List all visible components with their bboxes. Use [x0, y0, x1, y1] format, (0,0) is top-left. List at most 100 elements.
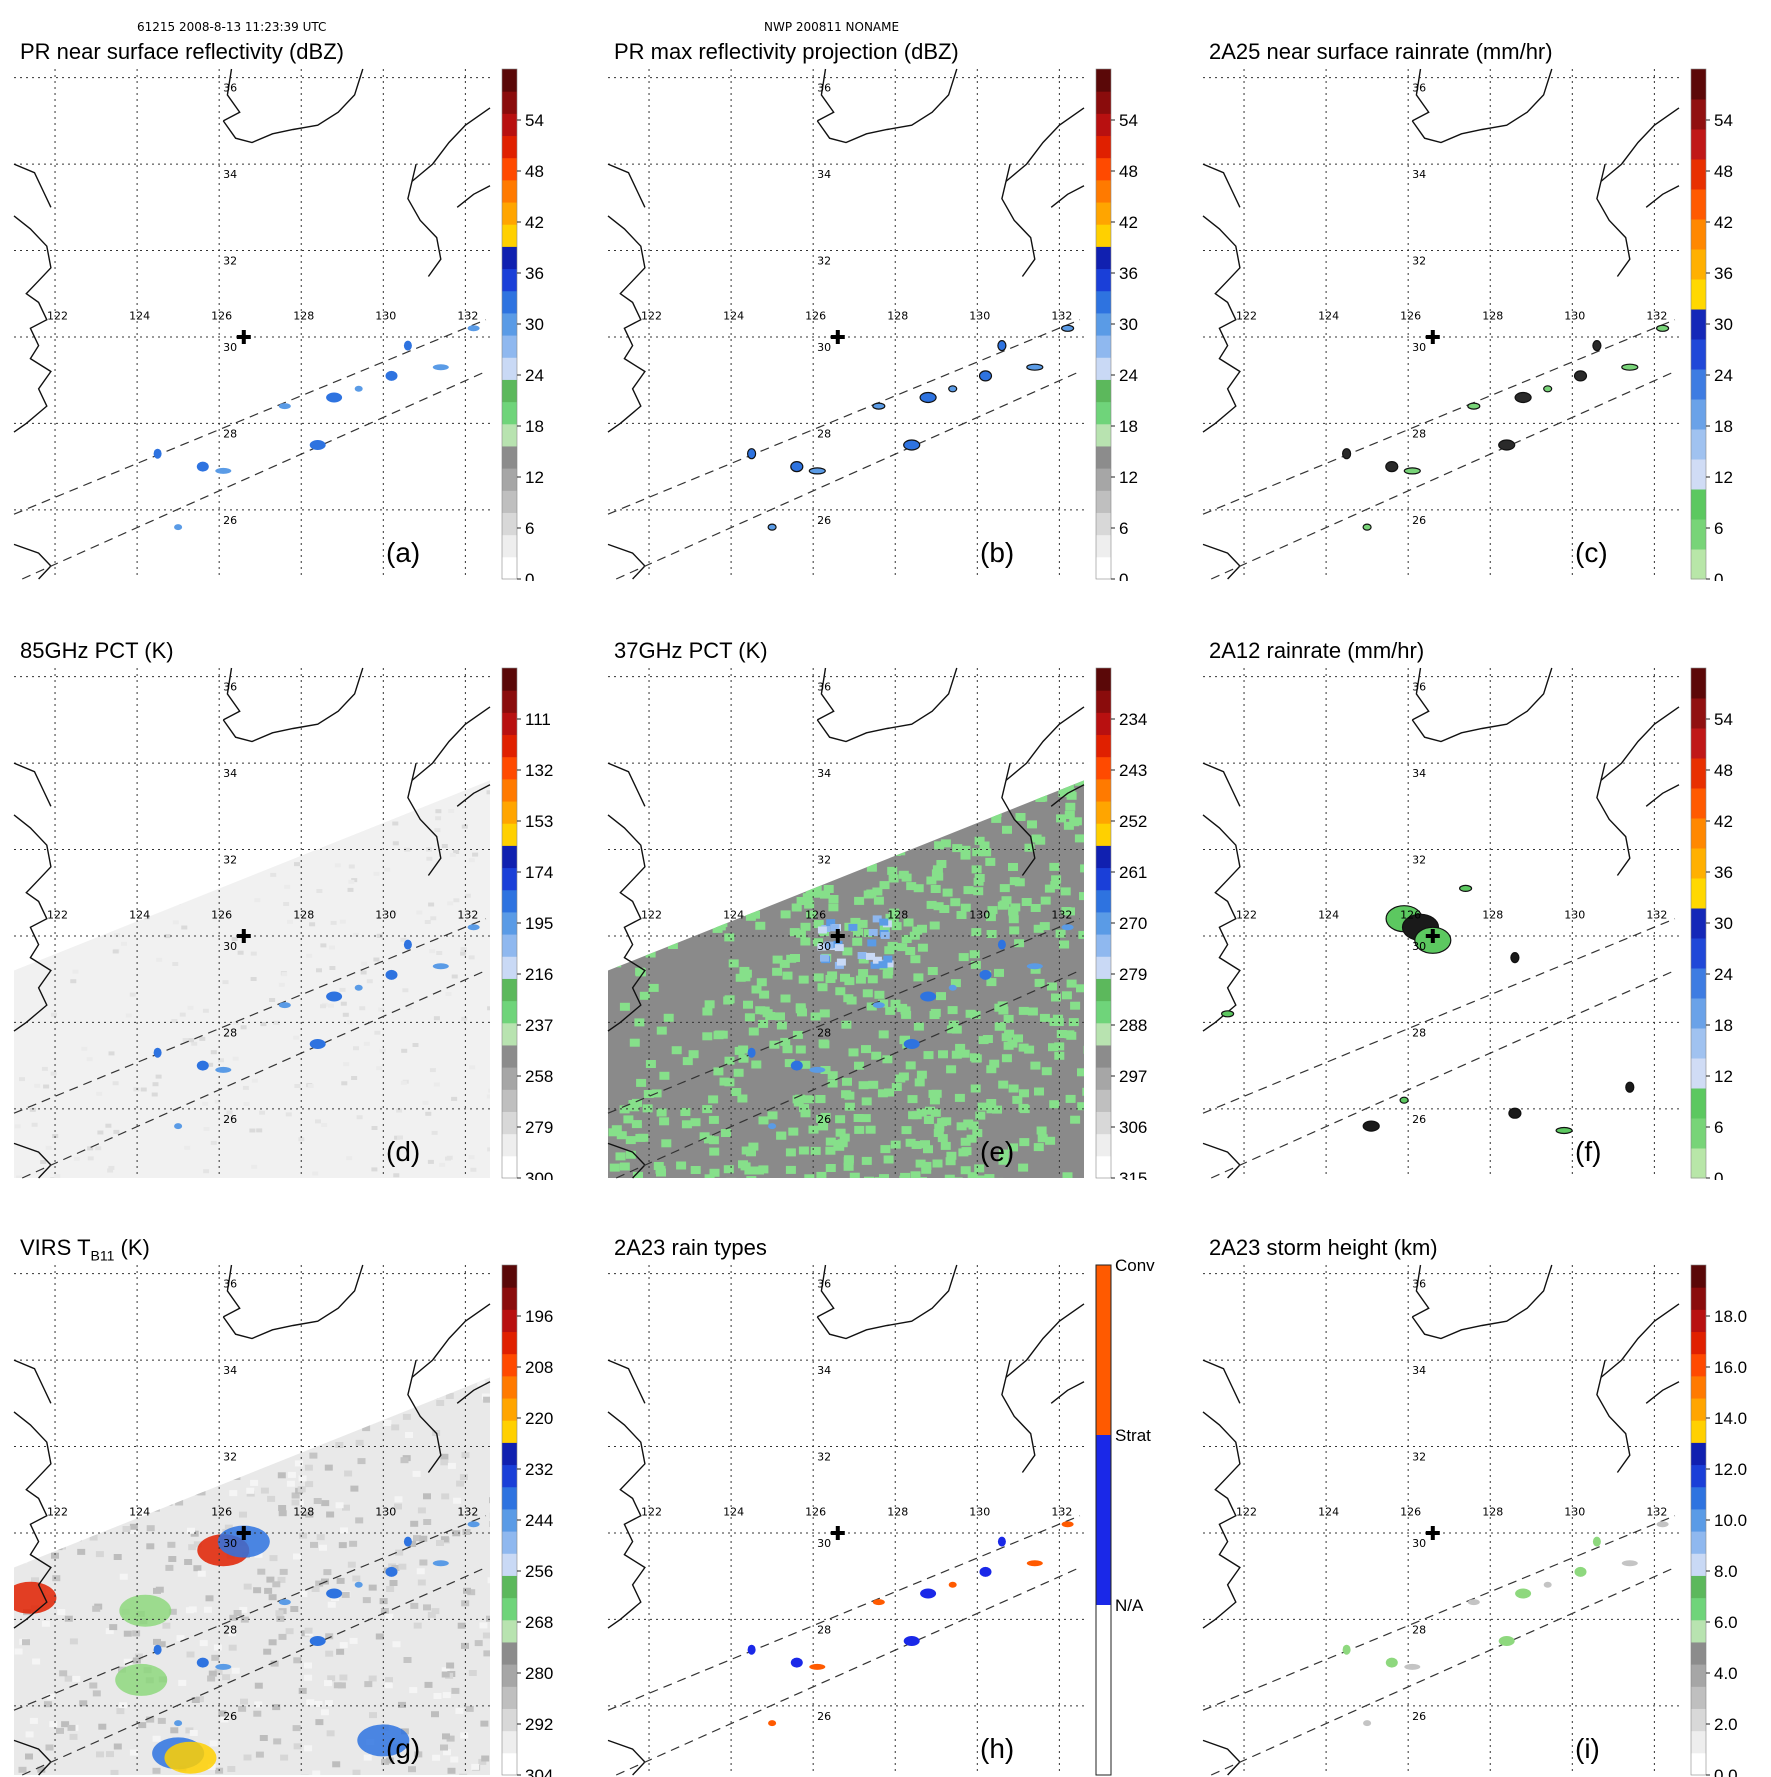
precip-cell: [948, 385, 958, 393]
coastlines: [1202, 667, 1680, 1179]
precip-cell: [1220, 1010, 1235, 1018]
panel-d: 122 124 126 128 130 132 36 34 32 30 28 26 111 132 153 1…: [0, 632, 582, 1180]
colorbar-tick-label: 297: [1119, 1067, 1147, 1086]
lon-label: 122: [1236, 1506, 1257, 1519]
precip-cell: [767, 523, 777, 531]
colorbar-tick-label: 216: [525, 965, 553, 984]
precip-cell: [1543, 385, 1553, 393]
lon-label: 124: [1318, 909, 1339, 922]
lat-label: 28: [1412, 427, 1426, 440]
lat-label: 26: [817, 514, 831, 527]
colorbar-tick-label: 232: [525, 1460, 553, 1479]
panel-label: (c): [1575, 537, 1608, 568]
colorbar-tick-label: Strat: [1115, 1426, 1151, 1445]
coastlines: [13, 68, 491, 580]
precip-cell: [309, 1039, 326, 1049]
map-c: 122 124 126 128 130 1323634323028265448423630…: [1202, 68, 1733, 581]
panel-title: PR near surface reflectivity (dBZ): [20, 39, 344, 64]
colorbar-tick-label: 18: [525, 417, 544, 436]
precip-cell: [326, 991, 343, 1002]
colorbar-tick-label: 315: [1119, 1169, 1147, 1180]
lat-label: 30: [1412, 1537, 1426, 1550]
storm-center-marker: [236, 329, 251, 344]
lat-label: 30: [817, 1537, 831, 1550]
colorbar-tick-label: 304: [525, 1766, 553, 1777]
colorbar-tick-label: 153: [525, 812, 553, 831]
colorbar-tick-label: 0.0: [1714, 1766, 1738, 1777]
panel-title: 85GHz PCT (K): [20, 638, 174, 663]
precip-cell: [1061, 324, 1075, 332]
colorbar-tick-label: 280: [525, 1664, 553, 1683]
precip-cell: [467, 924, 480, 931]
lon-label: 128: [1482, 310, 1503, 323]
lat-label: 36: [817, 82, 831, 95]
precip-cell: [1404, 1663, 1421, 1670]
precip-cell: [215, 1663, 232, 1670]
colorbar-tick-label: 6.0: [1714, 1613, 1738, 1632]
colorbar-tick-label: 268: [525, 1613, 553, 1632]
precip-cell: [1459, 884, 1473, 892]
colorbar-tick-label: 36: [1714, 264, 1733, 283]
lon-label: 128: [887, 1506, 908, 1519]
colorbar-tick-label: 48: [1119, 162, 1138, 181]
precip-cell: [278, 1002, 291, 1009]
lon-label: 126: [1400, 1506, 1421, 1519]
lon-label: 124: [723, 310, 744, 323]
precip-cell: [1385, 1657, 1398, 1668]
precip-cell: [809, 1066, 826, 1073]
colorbar-tick-label: 270: [1119, 914, 1147, 933]
swath-edges: [13, 918, 487, 1179]
lon-label: 126: [211, 1506, 232, 1519]
colorbar-tick-label: 0: [1119, 570, 1128, 581]
precip-cell: [354, 984, 363, 991]
precip-cell: [809, 1663, 826, 1670]
swath-edges: [1202, 1515, 1676, 1776]
coastlines: [607, 68, 1085, 580]
panel-label: (i): [1575, 1733, 1600, 1764]
coastlines: [1202, 68, 1680, 580]
lon-label: 124: [129, 1506, 150, 1519]
colorbar-tick-label: 24: [1714, 965, 1733, 984]
lon-label: 126: [1400, 310, 1421, 323]
precip-cell: [1342, 448, 1352, 460]
precip-cell: [872, 1599, 885, 1606]
colorbar-tick-label: 30: [1119, 315, 1138, 334]
colorbar-c: 54 48 42 36 30 24 18 12 6 0: [1690, 68, 1733, 581]
colorbar-tick-label: 132: [525, 761, 553, 780]
colorbar-tick-label: 111: [525, 710, 551, 729]
lon-label: 124: [129, 310, 150, 323]
lat-label: 26: [1412, 514, 1426, 527]
graticule: [14, 1265, 490, 1775]
precip-cell: [403, 939, 412, 950]
lon-label: 132: [1051, 310, 1072, 323]
lon-label: 132: [457, 310, 478, 323]
lat-label: 30: [223, 1537, 237, 1550]
colorbar-a: 54 48 42 36 30 24 18 12 6 0: [501, 68, 544, 581]
colorbar-tick-label: 18: [1714, 417, 1733, 436]
panel-label: (g): [386, 1733, 421, 1764]
colorbar-tick-label: 261: [1119, 863, 1147, 882]
colorbar-tick-label: 36: [525, 264, 544, 283]
lat-label: 34: [817, 767, 831, 780]
lat-label: 28: [817, 1623, 831, 1636]
lat-label: 26: [1412, 1113, 1426, 1126]
swath-edges: [13, 319, 487, 580]
precip-cell: [1498, 1636, 1515, 1646]
panel-label: (f): [1575, 1136, 1602, 1167]
precip-cell: [215, 467, 232, 474]
colorbar-tick-label: 48: [1714, 761, 1733, 780]
precip-cell: [354, 1581, 363, 1588]
precip-cell: [948, 1581, 957, 1588]
lon-label: 130: [375, 310, 396, 323]
lat-label: 34: [1412, 1364, 1426, 1377]
colorbar-g: 196 208 220 232 244 256 268 280 292 304: [501, 1264, 553, 1777]
lon-label: 122: [47, 1506, 68, 1519]
lon-label: 130: [375, 909, 396, 922]
precip-cell: [747, 1644, 756, 1655]
colorbar-b: 54 48 42 36 30 24 18 12 6 0: [1095, 68, 1138, 581]
precip-cell: [1026, 963, 1043, 970]
precip-cell: [1508, 1107, 1522, 1119]
precip-cell: [768, 1720, 777, 1727]
colorbar-tick-label: 18.0: [1714, 1307, 1747, 1326]
lat-label: 30: [817, 341, 831, 354]
